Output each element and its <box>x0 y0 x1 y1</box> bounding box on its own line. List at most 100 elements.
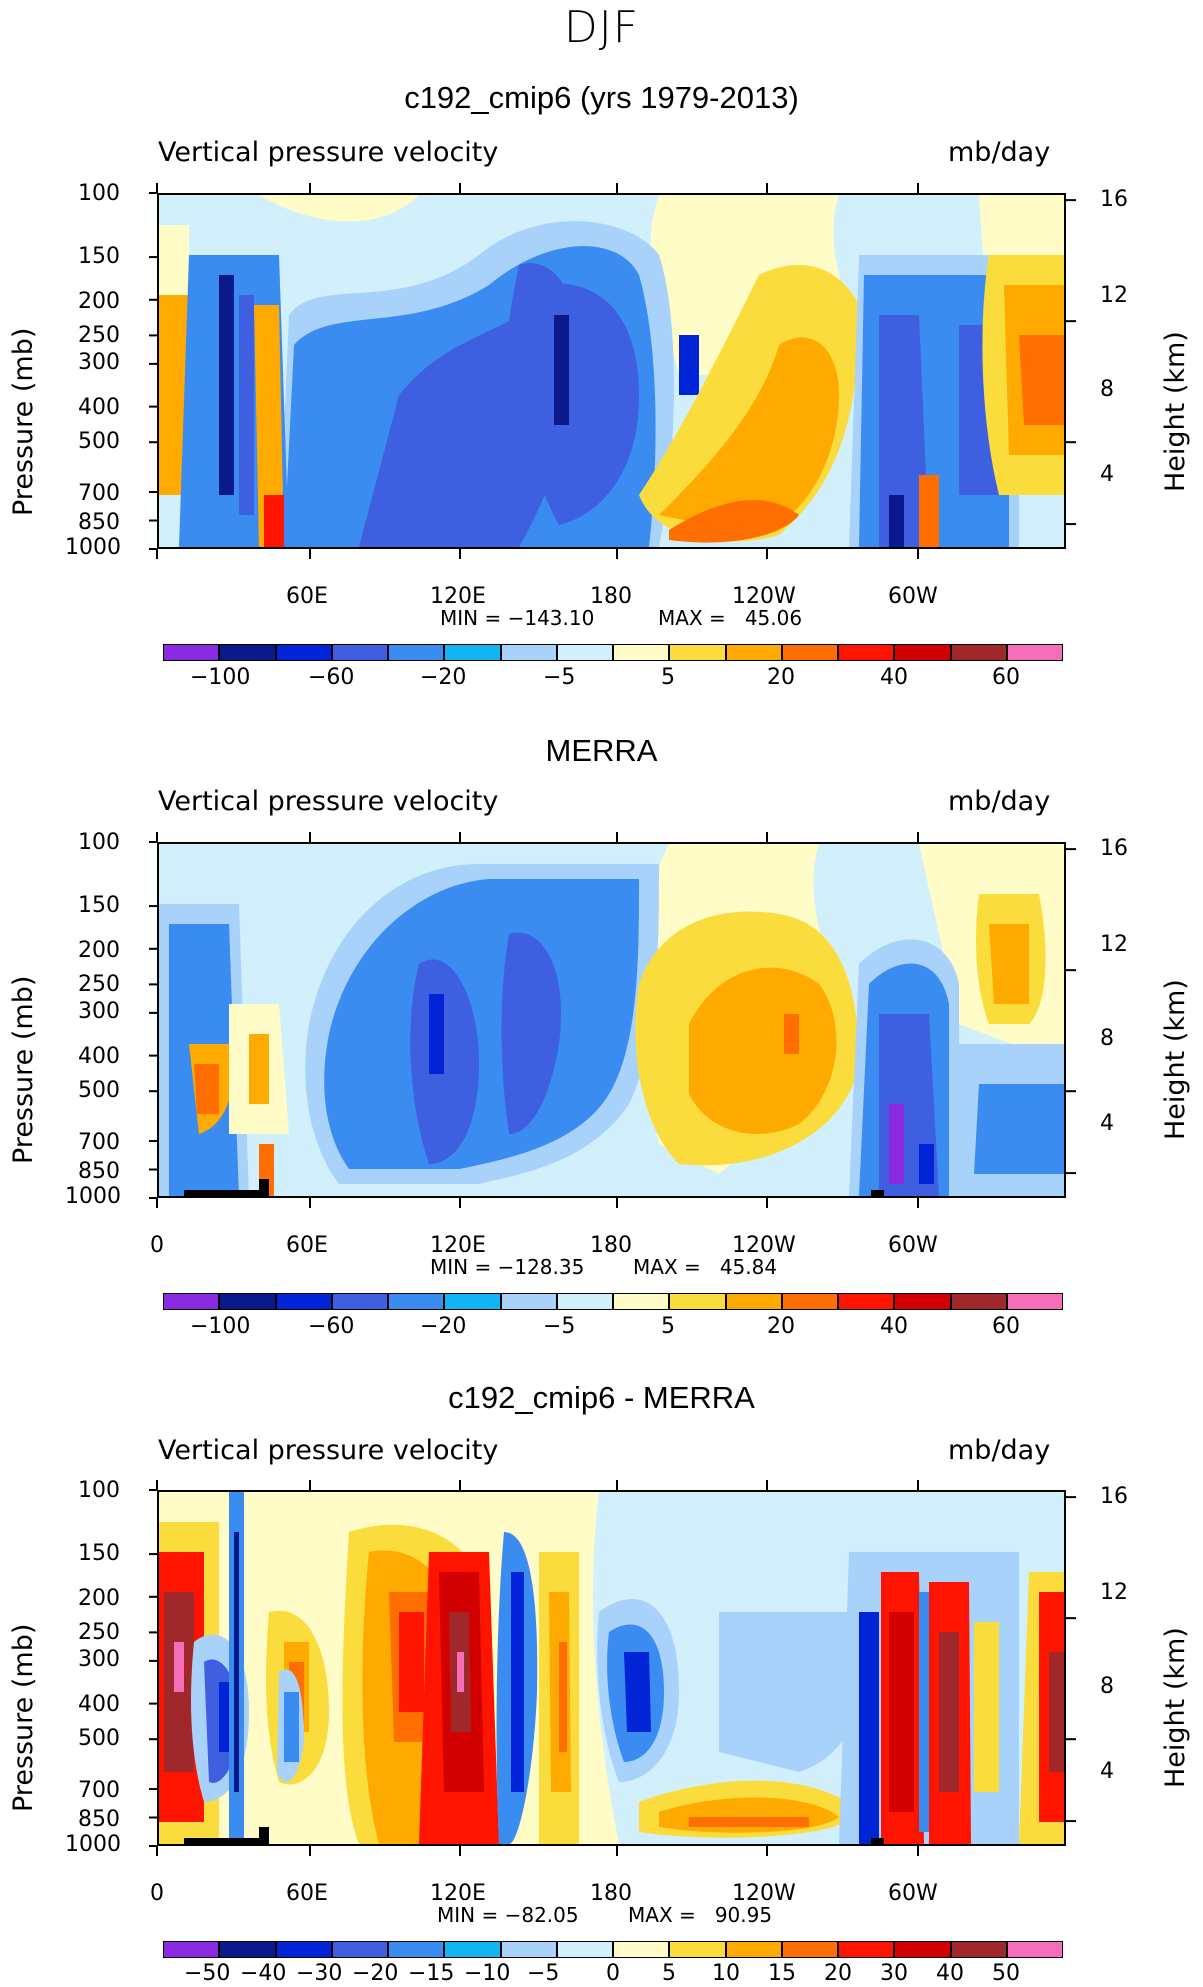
colorbar-label: 30 <box>880 1961 908 1986</box>
colorbar-swatch <box>275 644 332 661</box>
colorbar-swatch <box>1006 1941 1063 1958</box>
units-label: mb/day <box>948 1435 1051 1466</box>
colorbar-swatch <box>781 644 838 661</box>
y-tick-label: 500 <box>78 429 120 454</box>
max-label: MAX = 45.84 <box>633 1255 778 1279</box>
y-right-tick-label: 16 <box>1100 836 1128 861</box>
colorbar-label: 15 <box>768 1961 796 1986</box>
panel-title: c192_cmip6 (yrs 1979-2013) <box>404 80 799 115</box>
y-tick-label: 100 <box>78 181 120 206</box>
colorbar-swatch <box>1006 1293 1063 1310</box>
x-tick-label: 60E <box>286 1881 328 1906</box>
colorbar-label: −5 <box>543 665 576 690</box>
y-tick-label: 500 <box>78 1078 120 1103</box>
colorbar <box>163 1293 1063 1310</box>
colorbar-label: −5 <box>543 1314 576 1339</box>
colorbar-label: −40 <box>240 1961 287 1986</box>
contour-plot-1 <box>157 193 1066 549</box>
colorbar-swatch <box>838 644 895 661</box>
y-tick-label: 700 <box>78 1130 120 1155</box>
x-tick-label: 180 <box>590 1881 632 1906</box>
colorbar-swatch <box>894 644 951 661</box>
min-label: MIN = −82.05 <box>437 1903 579 1927</box>
colorbar-label: −15 <box>408 1961 455 1986</box>
y-tick-label: 250 <box>78 1620 120 1645</box>
y-tick-label: 200 <box>78 1586 120 1611</box>
colorbar-swatch <box>556 1941 613 1958</box>
colorbar-label: 5 <box>661 665 675 690</box>
x-tick-label: 60W <box>888 1233 938 1258</box>
colorbar-swatch <box>500 1293 557 1310</box>
contour-plot-3 <box>157 1490 1066 1846</box>
y-right-axis-label: Height (km) <box>1160 1627 1191 1788</box>
x-tick-label: 60W <box>888 1881 938 1906</box>
colorbar-label: −60 <box>308 665 355 690</box>
colorbar-swatch <box>725 1941 782 1958</box>
colorbar-swatch <box>163 644 220 661</box>
x-tick-label: 120W <box>732 1233 796 1258</box>
y-tick-label: 100 <box>78 1478 120 1503</box>
colorbar-swatch <box>331 644 388 661</box>
colorbar-label: 60 <box>992 665 1020 690</box>
colorbar-swatch <box>275 1293 332 1310</box>
y-right-tick-label: 8 <box>1100 1674 1114 1699</box>
y-axis-label: Pressure (mb) <box>8 975 39 1164</box>
y-tick-label: 1000 <box>65 535 121 560</box>
colorbar-swatch <box>388 644 445 661</box>
colorbar-label: −60 <box>308 1314 355 1339</box>
y-right-tick-label: 12 <box>1100 283 1128 308</box>
x-tick-label: 60E <box>286 584 328 609</box>
y-tick-label: 100 <box>78 830 120 855</box>
colorbar-label: 50 <box>992 1961 1020 1986</box>
x-tick-label: 60W <box>888 584 938 609</box>
colorbar-label: 20 <box>824 1961 852 1986</box>
max-label: MAX = 90.95 <box>628 1903 773 1927</box>
colorbar-label: −30 <box>296 1961 343 1986</box>
y-right-tick-label: 12 <box>1100 932 1128 957</box>
colorbar-swatch <box>950 1293 1007 1310</box>
x-tick-label: 0 <box>150 1233 164 1258</box>
colorbar-swatch <box>781 1941 838 1958</box>
colorbar-label: −100 <box>190 665 251 690</box>
colorbar-swatch <box>669 1293 726 1310</box>
y-tick-label: 250 <box>78 323 120 348</box>
colorbar-swatch <box>500 644 557 661</box>
colorbar-swatch <box>500 1941 557 1958</box>
colorbar-label: −10 <box>464 1961 511 1986</box>
colorbar-swatch <box>725 1293 782 1310</box>
y-tick-label: 850 <box>78 1807 120 1832</box>
colorbar-swatch <box>613 644 670 661</box>
y-tick-label: 500 <box>78 1726 120 1751</box>
min-label: MIN = −128.35 <box>430 1255 585 1279</box>
colorbar-swatch <box>950 644 1007 661</box>
colorbar-label: 40 <box>880 1314 908 1339</box>
colorbar-swatch <box>444 644 501 661</box>
colorbar-swatch <box>781 1293 838 1310</box>
colorbar-swatch <box>838 1293 895 1310</box>
colorbar-swatch <box>444 1941 501 1958</box>
x-tick-label: 120E <box>430 584 486 609</box>
y-tick-label: 200 <box>78 289 120 314</box>
colorbar-swatch <box>950 1941 1007 1958</box>
y-axis-label: Pressure (mb) <box>8 1623 39 1812</box>
colorbar-swatch <box>388 1293 445 1310</box>
colorbar-label: −20 <box>420 665 467 690</box>
y-tick-label: 700 <box>78 481 120 506</box>
y-tick-label: 1000 <box>65 1832 121 1857</box>
y-tick-label: 150 <box>78 244 120 269</box>
x-tick-label: 180 <box>590 1233 632 1258</box>
colorbar-label: −50 <box>184 1961 231 1986</box>
colorbar-swatch <box>669 1941 726 1958</box>
y-tick-label: 300 <box>78 350 120 375</box>
y-right-tick-label: 16 <box>1100 1484 1128 1509</box>
panel-title: c192_cmip6 - MERRA <box>448 1380 755 1415</box>
panel-title: MERRA <box>545 733 658 768</box>
y-tick-label: 1000 <box>65 1184 121 1209</box>
contour-plot-2 <box>157 842 1066 1198</box>
y-right-tick-label: 8 <box>1100 1026 1114 1051</box>
x-tick-label: 120W <box>732 1881 796 1906</box>
y-tick-label: 400 <box>78 1692 120 1717</box>
variable-label: Vertical pressure velocity <box>158 137 499 168</box>
y-tick-label: 400 <box>78 395 120 420</box>
y-tick-label: 250 <box>78 972 120 997</box>
